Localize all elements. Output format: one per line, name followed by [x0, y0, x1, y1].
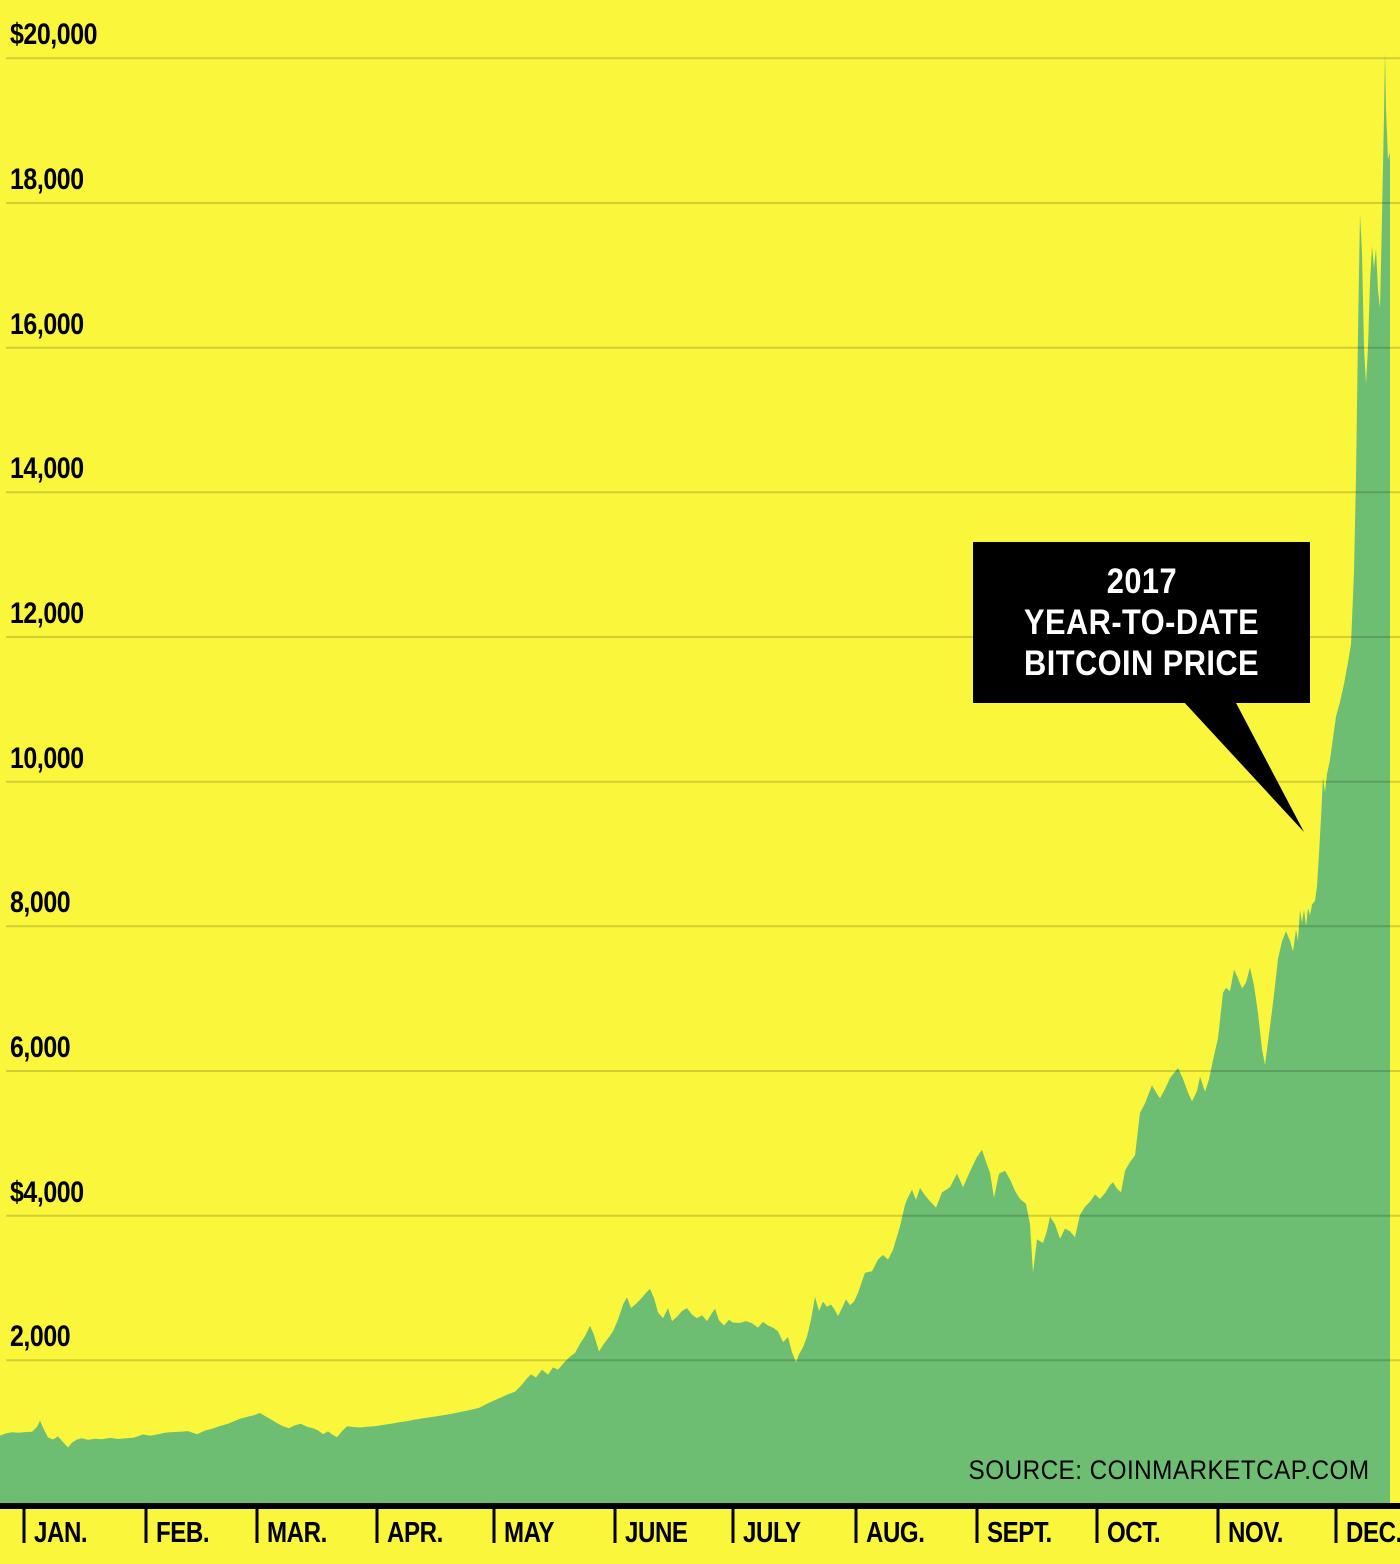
- month-tick-JULY: [731, 1509, 735, 1543]
- callout-box: 2017 YEAR-TO-DATE BITCOIN PRICE: [973, 542, 1310, 703]
- callout-title-line-3: BITCOIN PRICE: [1023, 644, 1260, 683]
- y-axis-label-4000: $4,000: [10, 1175, 84, 1209]
- month-label-OCT: OCT.: [1107, 1517, 1161, 1549]
- y-axis-label-8000: 8,000: [10, 886, 71, 920]
- month-tick-MAY: [492, 1509, 496, 1543]
- callout-title-line-1: 2017: [1106, 562, 1177, 601]
- month-label-MAR: MAR.: [267, 1517, 327, 1549]
- y-axis-label-18000: 18,000: [10, 163, 84, 196]
- y-axis-label-6000: 6,000: [10, 1031, 71, 1064]
- month-label-JAN: JAN.: [34, 1517, 88, 1549]
- month-label-JULY: JULY: [743, 1517, 801, 1549]
- month-tick-NOV: [1216, 1509, 1220, 1543]
- month-label-AUG: AUG.: [866, 1517, 925, 1549]
- month-label-FEB: FEB.: [156, 1517, 210, 1549]
- month-tick-OCT: [1095, 1509, 1099, 1543]
- month-label-NOV: NOV.: [1228, 1517, 1283, 1549]
- month-label-SEPT: SEPT.: [987, 1517, 1052, 1549]
- y-axis-label-2000: 2,000: [10, 1320, 71, 1354]
- source-credit: SOURCE: COINMARKETCAP.COM: [968, 1455, 1370, 1485]
- y-axis-label-12000: 12,000: [10, 597, 84, 630]
- y-axis-label-20000: $20,000: [10, 18, 98, 52]
- callout-tail: [1183, 701, 1304, 832]
- month-label-APR: APR.: [387, 1517, 443, 1549]
- month-label-DEC: DEC.: [1346, 1517, 1400, 1549]
- y-axis-label-16000: 16,000: [10, 307, 84, 341]
- month-tick-JUNE: [613, 1509, 617, 1543]
- month-tick-SEPT: [975, 1509, 979, 1543]
- callout-title-line-2: YEAR-TO-DATE: [1023, 603, 1260, 642]
- price-area: [0, 51, 1390, 1505]
- month-label-MAY: MAY: [504, 1517, 555, 1549]
- y-axis-label-14000: 14,000: [10, 452, 84, 486]
- month-tick-AUG: [854, 1509, 858, 1543]
- month-tick-FEB: [144, 1509, 148, 1543]
- month-tick-APR: [375, 1509, 379, 1543]
- y-axis-label-10000: 10,000: [10, 741, 84, 775]
- month-label-JUNE: JUNE: [625, 1517, 688, 1549]
- month-tick-DEC: [1334, 1509, 1338, 1543]
- x-axis-line: [0, 1503, 1400, 1509]
- month-tick-MAR: [255, 1509, 259, 1543]
- month-tick-JAN: [22, 1509, 26, 1543]
